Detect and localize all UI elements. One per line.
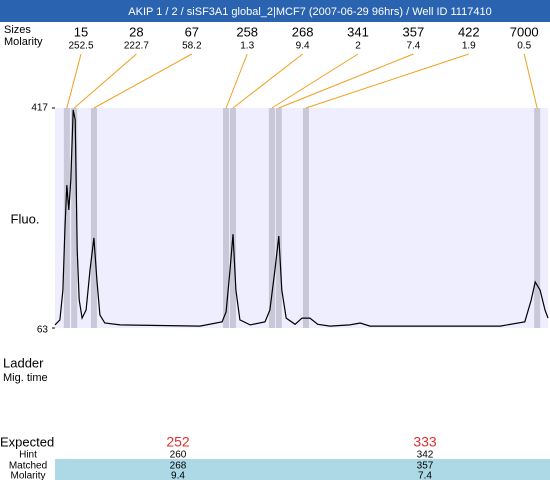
trace — [54, 109, 549, 327]
peak-size: 7000 — [510, 24, 539, 39]
row-label: Molarity — [4, 36, 43, 48]
table-cell: 268 — [170, 461, 187, 472]
peak-molarity: 1.9 — [462, 41, 476, 52]
header-bar — [0, 0, 550, 22]
table-cell: 260 — [170, 450, 187, 461]
table-row-label: Molarity — [10, 471, 45, 480]
ladder-label: Mig. time — [3, 372, 48, 384]
peak-size: 422 — [458, 24, 480, 39]
table-cell: 333 — [413, 434, 437, 450]
peak-molarity: 0.5 — [517, 41, 531, 52]
peak-marker — [302, 108, 309, 328]
table-row-label: Hint — [19, 450, 37, 461]
table-cell: 9.4 — [171, 471, 185, 480]
peak-marker — [90, 108, 97, 328]
peak-connector — [93, 53, 193, 109]
peak-molarity: 2 — [355, 41, 361, 52]
peak-connector — [73, 53, 137, 109]
table-cell: 252 — [166, 434, 190, 450]
peak-size: 268 — [292, 24, 314, 39]
peak-marker — [71, 108, 78, 328]
plot-background — [55, 108, 548, 328]
peak-size: 28 — [129, 24, 143, 39]
peak-connector — [271, 53, 359, 109]
peak-marker — [268, 108, 275, 328]
table-cell: 7.4 — [418, 471, 432, 480]
table-row-label: Matched — [9, 461, 47, 472]
y-axis-label: Fluo. — [11, 211, 40, 226]
header-title: AKIP 1 / 2 / siSF3A1 global_2|MCF7 (2007… — [128, 6, 491, 18]
y-tick-label: 417 — [31, 103, 48, 114]
peak-molarity: 252.5 — [68, 41, 93, 52]
peak-size: 357 — [403, 24, 425, 39]
peak-molarity: 1.3 — [240, 41, 254, 52]
ladder-label: Ladder — [3, 355, 44, 370]
peak-marker — [534, 108, 541, 328]
peak-molarity: 222.7 — [124, 41, 149, 52]
peak-marker — [223, 108, 230, 328]
peak-connector — [523, 53, 538, 109]
row-label: Sizes — [4, 24, 31, 36]
peak-molarity: 9.4 — [296, 41, 310, 52]
peak-connector — [305, 53, 469, 109]
peak-marker — [229, 108, 236, 328]
peak-marker — [63, 108, 70, 328]
peak-molarity: 7.4 — [406, 41, 420, 52]
peak-connector — [278, 53, 414, 109]
peak-connector — [66, 53, 82, 109]
peak-size: 15 — [74, 24, 88, 39]
peak-size: 258 — [236, 24, 258, 39]
peak-marker — [275, 108, 282, 328]
table-cell: 342 — [417, 450, 434, 461]
table-row-label: Expected — [0, 434, 54, 449]
peak-molarity: 58.2 — [182, 41, 202, 52]
y-tick-label: 63 — [37, 325, 49, 336]
table-cell: 357 — [417, 461, 434, 472]
peak-connector — [225, 53, 248, 109]
peak-size: 67 — [185, 24, 199, 39]
peak-connector — [232, 53, 303, 109]
peak-size: 341 — [347, 24, 369, 39]
matched-highlight — [55, 459, 550, 480]
